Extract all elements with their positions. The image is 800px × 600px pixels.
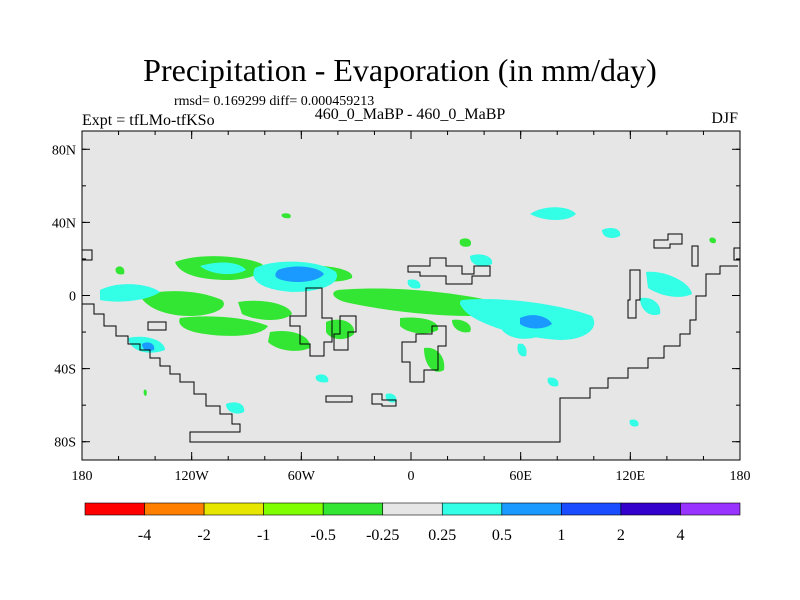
colorbar-level-label: -2 xyxy=(197,527,210,544)
contour-positive-region xyxy=(640,297,661,316)
colorbar-swatch xyxy=(620,502,681,516)
colorbar-swatch xyxy=(382,502,443,516)
colorbar: -4 -2 -1 -0.5 -0.25 0.25 0.5 1 2 4 xyxy=(84,502,741,544)
colorbar-level-label: -0.5 xyxy=(311,527,336,544)
y-tick-label: 40N xyxy=(52,216,76,231)
contour-positive-region xyxy=(602,228,621,238)
contour-positive-region xyxy=(200,262,246,275)
contour-positive-region xyxy=(530,207,576,220)
contour-positive-core xyxy=(520,315,552,329)
coastlines xyxy=(82,233,740,443)
contour-negative-region xyxy=(238,300,292,320)
x-tick-label: 120E xyxy=(616,469,646,484)
coastline-southern-continent xyxy=(82,265,738,443)
colorbar-level-label: 0.25 xyxy=(428,527,456,544)
chart-title: Precipitation - Evaporation (in mm/day) xyxy=(143,52,657,88)
stats-line: rmsd= 0.169299 diff= 0.000459213 xyxy=(174,94,375,109)
contour-negative-region xyxy=(115,266,125,275)
axes: 180 120W 60W 0 60E 120E 180 80N 40N 0 40S 80S xyxy=(52,131,751,484)
contour-negative-region xyxy=(424,347,445,372)
contour-positive-core xyxy=(275,266,324,282)
coastline-island xyxy=(691,245,699,267)
x-tick-label: 60W xyxy=(288,469,316,484)
experiment-label: Expt = tfLMo-tfKSo xyxy=(82,112,215,129)
contour-negative-region xyxy=(709,237,717,244)
y-tick-label: 80S xyxy=(54,436,76,451)
coastline-island xyxy=(289,287,333,357)
colorbar-level-label: -0.25 xyxy=(366,527,399,544)
coastline-island xyxy=(407,257,491,285)
coastline-island xyxy=(333,315,357,351)
coastline-island xyxy=(325,395,353,403)
coastline-island xyxy=(653,233,683,249)
colorbar-swatch xyxy=(84,502,145,516)
coastline-island xyxy=(82,249,93,261)
map-plot-area xyxy=(81,130,741,461)
run-label: 460_0_MaBP - 460_0_MaBP xyxy=(314,106,506,123)
contour-negative-region xyxy=(400,317,439,334)
x-tick-label: 120W xyxy=(175,469,210,484)
y-tick-label: 80N xyxy=(52,143,76,158)
contour-positive-core xyxy=(142,342,155,351)
x-tick-label: 180 xyxy=(72,469,93,484)
x-tick-label: 180 xyxy=(730,469,751,484)
contour-positive-region xyxy=(629,419,639,427)
coastline-island xyxy=(371,393,397,407)
coastline-island xyxy=(401,325,447,383)
colorbar-swatch xyxy=(203,502,264,516)
contour-negative-region xyxy=(333,288,494,316)
contour-negative-region xyxy=(179,316,268,336)
colorbar-swatch xyxy=(561,502,622,516)
colorbar-swatch xyxy=(263,502,324,516)
contour-positive-region xyxy=(470,254,493,266)
contour-negative-region xyxy=(452,319,471,333)
contour-positive-region xyxy=(547,377,559,387)
colorbar-swatch xyxy=(144,502,205,516)
contour-positive-region xyxy=(646,271,692,297)
season-label: DJF xyxy=(711,110,738,127)
colorbar-level-label: 0.5 xyxy=(492,527,512,544)
contour-negative-region xyxy=(459,238,472,247)
contour-positive-region xyxy=(500,324,540,339)
coastline-island xyxy=(733,247,740,261)
colorbar-swatch xyxy=(501,502,562,516)
colorbar-swatch xyxy=(441,502,503,516)
contour-positive-region xyxy=(407,279,421,289)
y-tick-label: 0 xyxy=(69,290,76,305)
x-tick-label: 60E xyxy=(509,469,532,484)
contour-positive-region xyxy=(100,284,160,302)
contour-negative-region xyxy=(140,291,224,316)
colorbar-swatch xyxy=(680,502,741,516)
x-tick-label: 0 xyxy=(408,469,415,484)
y-tick-label: 40S xyxy=(54,363,76,378)
colorbar-level-label: 1 xyxy=(557,527,565,544)
coastline-island xyxy=(147,321,167,331)
colorbar-level-label: 4 xyxy=(676,527,684,544)
contour-positive-region xyxy=(226,402,245,414)
colorbar-level-label: -4 xyxy=(138,527,151,544)
contour-positive-region xyxy=(517,343,527,357)
contour-field xyxy=(100,207,717,427)
coastline-island xyxy=(627,269,641,319)
colorbar-level-label: 2 xyxy=(617,527,625,544)
colorbar-swatch xyxy=(322,502,384,516)
colorbar-level-label: -1 xyxy=(257,527,270,544)
contour-negative-region xyxy=(143,389,147,396)
contour-negative-region xyxy=(281,213,291,219)
contour-positive-region xyxy=(315,374,329,383)
